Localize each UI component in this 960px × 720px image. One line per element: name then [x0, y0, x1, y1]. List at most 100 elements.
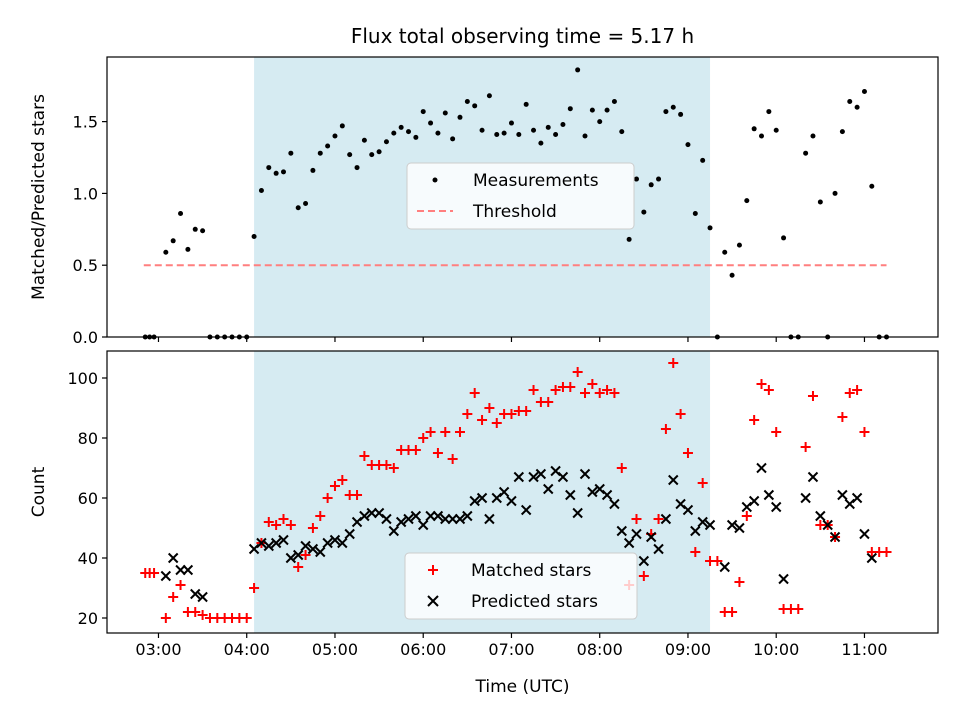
matched-star-marker [763, 385, 774, 395]
matched-star-marker [660, 424, 671, 434]
measurement-point [744, 198, 750, 204]
measurement-point [722, 249, 728, 255]
matched-star-marker [712, 556, 723, 566]
ratio-panel: 0.0 0.5 1.0 1.5 Flux total observing time = … [29, 24, 939, 347]
predicted-star-marker [565, 489, 576, 501]
matched-star-marker [572, 367, 583, 377]
measurement-point [847, 99, 853, 105]
measurement-point [685, 142, 691, 148]
measurement-point [192, 226, 198, 232]
measurement-point [538, 140, 544, 146]
measurement-point [781, 235, 787, 241]
y-tick-label: 1.0 [73, 184, 98, 203]
matched-star-marker [278, 514, 289, 524]
measurement-point [170, 238, 176, 244]
legend-label: Measurements [473, 171, 599, 191]
predicted-star-marker [410, 510, 422, 522]
measurement-point [589, 107, 595, 113]
predicted-star-marker [587, 486, 598, 498]
measurement-point [325, 143, 331, 149]
matched-star-marker [844, 388, 855, 398]
measurement-point [707, 225, 713, 231]
measurement-point [442, 110, 448, 116]
matched-star-marker [602, 385, 613, 395]
predicted-star-marker [535, 468, 547, 480]
matched-star-marker [300, 550, 311, 560]
measurement-point [288, 150, 294, 156]
x-tick-label: 11:00 [841, 640, 887, 659]
measurement-point [428, 120, 434, 126]
predicted-star-marker [601, 489, 613, 501]
predicted-star-marker [668, 474, 679, 486]
measurement-point [692, 211, 698, 217]
predicted-star-marker [520, 504, 532, 516]
predicted-star-marker [322, 537, 333, 549]
matched-star-marker [418, 433, 429, 443]
matched-star-marker [638, 571, 649, 581]
measurement-point [339, 123, 345, 129]
measurement-point [391, 130, 397, 136]
matched-star-marker [741, 511, 752, 521]
y-tick-label: 0.0 [73, 328, 98, 347]
measurement-point [582, 133, 588, 139]
y-tick-label: 40 [78, 549, 98, 568]
measurement-point [751, 126, 757, 132]
predicted-star-marker [815, 510, 826, 522]
x-axis-label: Time (UTC) [475, 677, 570, 697]
predicted-star-marker [579, 468, 591, 480]
matched-star-marker [440, 427, 451, 437]
predicted-star-marker [182, 564, 194, 576]
measurement-point [332, 133, 338, 139]
matched-star-marker [175, 580, 186, 590]
matched-star-marker [432, 448, 443, 458]
matched-star-marker [271, 520, 282, 530]
matched-star-marker [631, 514, 642, 524]
matched-star-marker [697, 478, 708, 488]
measurement-point [766, 109, 772, 115]
predicted-star-marker [454, 513, 466, 525]
predicted-star-marker [609, 498, 620, 510]
matched-star-marker [521, 406, 532, 416]
measurement-point [641, 209, 647, 215]
measurement-point [604, 107, 610, 113]
x-tick-label: 05:00 [312, 640, 358, 659]
predicted-star-marker [381, 513, 392, 525]
matched-star-marker [381, 460, 392, 470]
matched-star-marker [793, 604, 804, 614]
matched-star-marker [168, 592, 179, 602]
measurement-point [861, 88, 867, 94]
y-axis-label: Matched/Predicted stars [29, 94, 49, 300]
predicted-star-marker [513, 471, 525, 483]
measurement-point [295, 205, 301, 211]
predicted-star-marker [270, 537, 282, 549]
matched-star-marker [859, 427, 870, 437]
measurement-point [810, 133, 816, 139]
measurement-point [560, 121, 566, 127]
measurement-point [317, 150, 323, 156]
matched-star-marker [322, 493, 333, 503]
predicted-star-marker [395, 516, 407, 528]
measurement-point [398, 124, 404, 130]
measurement-point [494, 132, 500, 138]
predicted-star-marker [778, 573, 789, 585]
matched-star-marker [852, 385, 863, 395]
predicted-star-marker [697, 516, 708, 528]
predicted-star-marker [837, 489, 848, 501]
predicted-star-marker [432, 510, 444, 522]
predicted-star-marker [528, 471, 539, 483]
matched-star-marker [727, 607, 738, 617]
predicted-star-marker [344, 528, 355, 540]
measurement-point [280, 169, 286, 175]
measurement-point [633, 176, 639, 182]
predicted-star-marker [653, 543, 664, 555]
measurement-point [553, 132, 559, 138]
legend: Measurements Threshold [406, 162, 635, 230]
measurement-point [273, 170, 279, 176]
predicted-star-marker [638, 555, 650, 567]
measurement-point [450, 136, 456, 142]
predicted-star-marker [807, 471, 819, 483]
measurement-point [369, 152, 375, 158]
legend-box [406, 162, 635, 230]
measurement-point [361, 137, 367, 143]
